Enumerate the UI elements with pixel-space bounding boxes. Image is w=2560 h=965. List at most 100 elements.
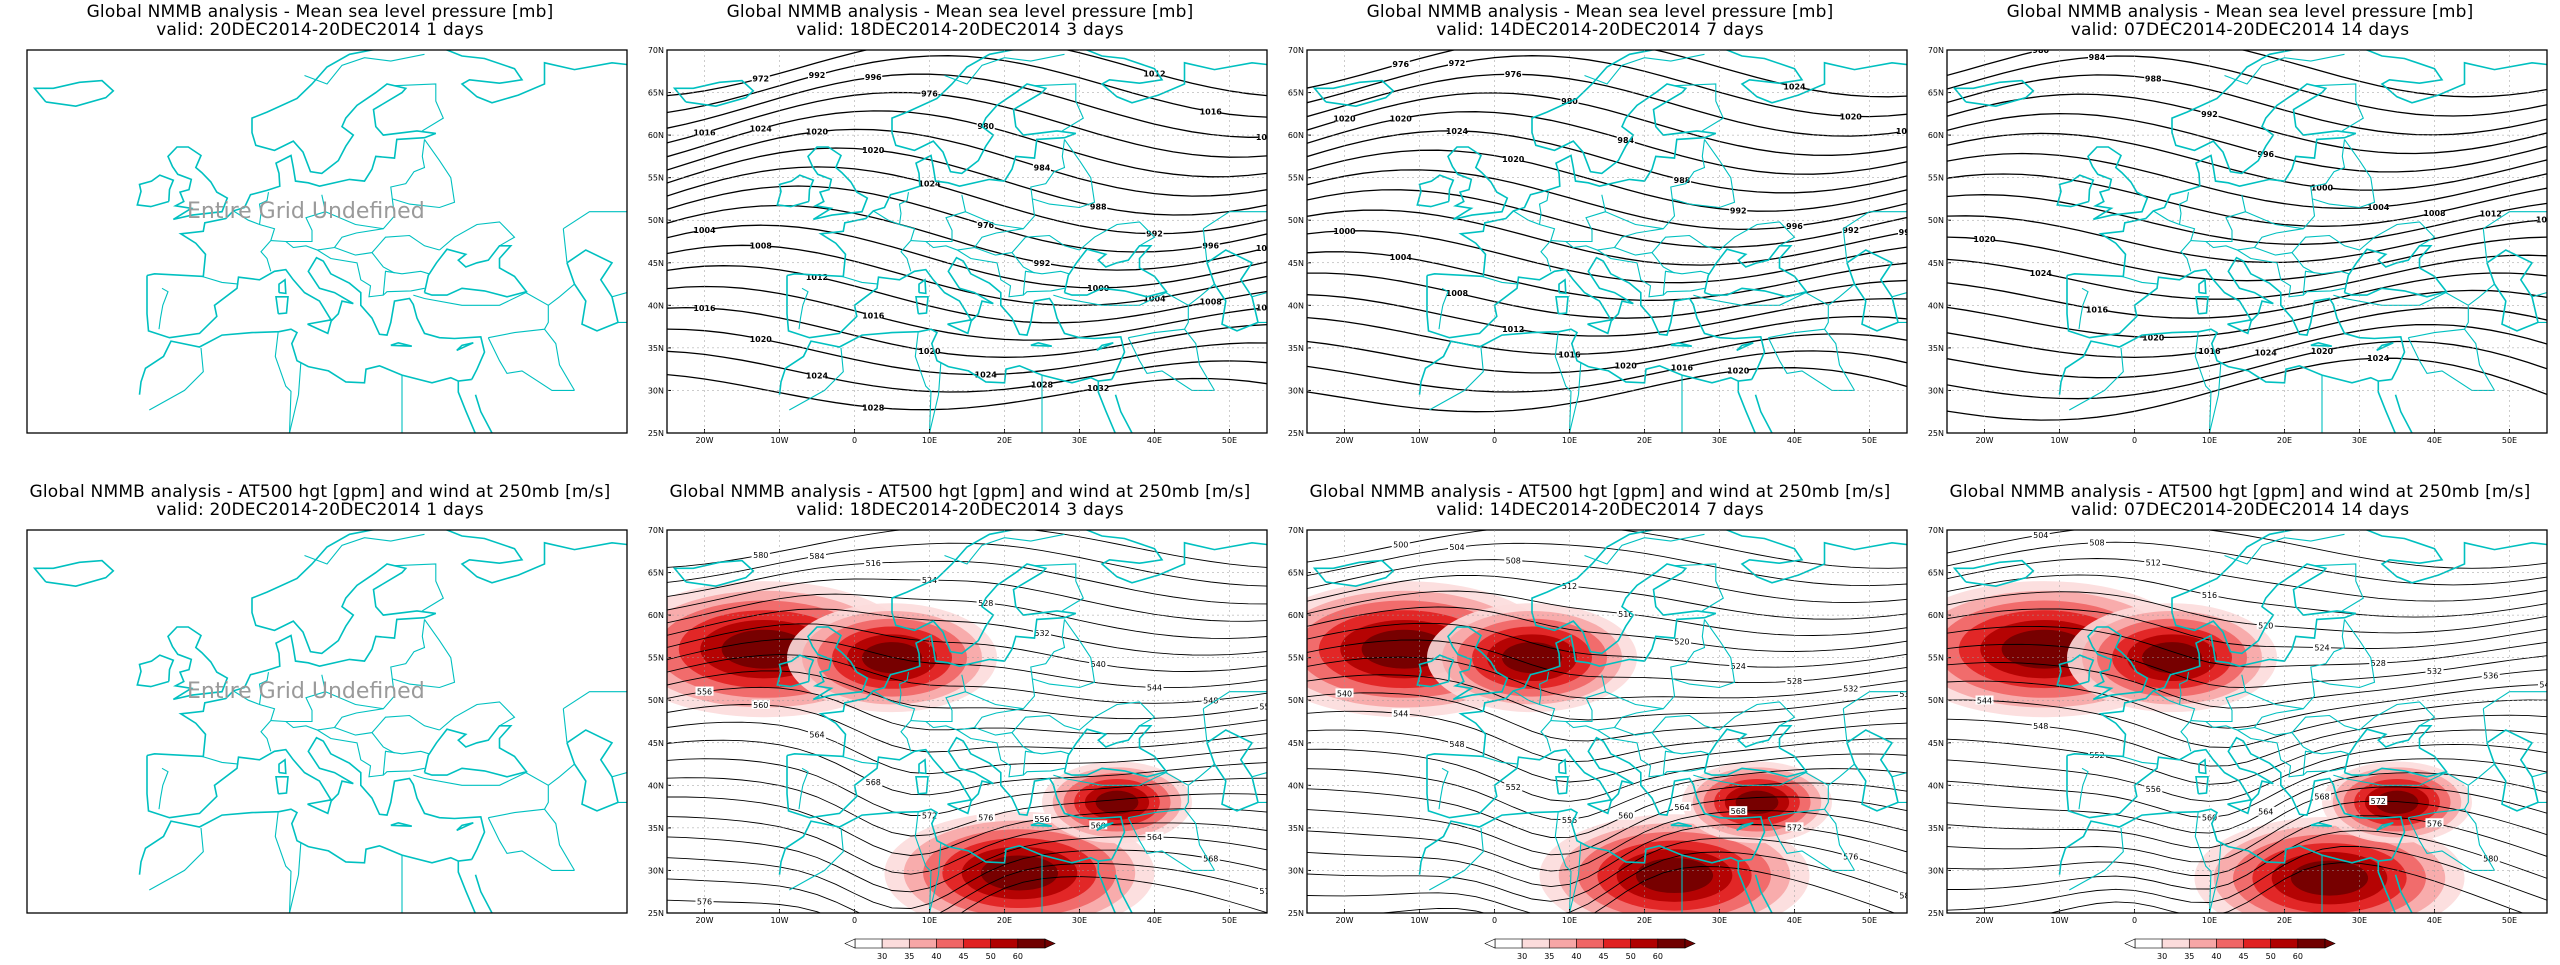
border-line [201, 755, 239, 765]
lat-tick-label: 45N [648, 259, 664, 268]
colorbar-swatch [2297, 938, 2326, 949]
lon-tick-label: 20W [1975, 916, 1993, 925]
border-line [1538, 192, 1550, 225]
colorbar-tick-label: 50 [986, 952, 996, 961]
panel-title: Global NMMB analysis - Mean sea level pr… [1920, 4, 2560, 39]
contour-label: 576 [2427, 819, 2442, 828]
contour-label: 568 [866, 778, 881, 787]
contour-label: 1020 [1256, 133, 1279, 142]
coastline [474, 394, 493, 433]
border-line [1693, 291, 1829, 339]
contour-line [1307, 55, 1907, 118]
border-line [925, 619, 1066, 731]
border-line [841, 275, 879, 285]
border-line [487, 817, 575, 871]
lat-tick-label: 50N [1928, 216, 1944, 225]
border-line [1662, 750, 1710, 776]
border-line [439, 221, 516, 251]
contour-label: 548 [1203, 696, 1218, 705]
border-line [1584, 53, 1705, 85]
contour-label: 564 [809, 730, 824, 739]
border-line [2121, 755, 2159, 765]
contour-line [667, 285, 1267, 341]
contour-label: 1020 [862, 146, 885, 155]
border-line [2153, 690, 2196, 752]
coastline [2066, 736, 2406, 860]
contour-line [667, 876, 1267, 913]
contour-label: 1008 [750, 242, 773, 251]
contour-label: 552 [1506, 783, 1521, 792]
contour-label: 560 [1618, 812, 1633, 821]
border-line [611, 772, 627, 778]
border-line [158, 287, 169, 330]
map-plot: Entire Grid Undefined [26, 49, 628, 434]
contour-line [1307, 768, 1907, 821]
panel-valid-line: valid: 07DEC2014-20DEC2014 14 days [2070, 500, 2410, 520]
border-line [288, 843, 302, 913]
lat-tick-label: 35N [648, 824, 664, 833]
lon-tick-label: 40E [1787, 916, 1802, 925]
coastline [1114, 874, 1133, 913]
contour-line [1947, 574, 2547, 618]
contour-line [1377, 866, 1896, 913]
border-line [304, 533, 425, 565]
contour-line [1947, 758, 2547, 819]
map-panel: Global NMMB analysis - AT500 hgt [gpm] a… [1280, 480, 1920, 961]
coastline [1030, 821, 1052, 827]
lat-tick-label: 65N [1928, 89, 1944, 98]
coastline [1952, 79, 2035, 108]
map-plot: Entire Grid Undefined [26, 529, 628, 914]
colorbar-tick-label: 35 [2184, 952, 2194, 961]
border-line [925, 139, 1066, 251]
border-line [1674, 83, 1724, 132]
contour-label: 524 [2314, 644, 2329, 653]
lat-tick-label: 70N [1288, 526, 1304, 535]
border-line [371, 252, 395, 274]
colorbar-swatch [2216, 938, 2244, 949]
border-line [2237, 729, 2345, 778]
contour-label: 1012 [1143, 69, 1165, 78]
border-line [1827, 763, 1855, 786]
panel-valid-line: valid: 14DEC2014-20DEC2014 7 days [1436, 500, 1764, 520]
border-line [914, 810, 932, 913]
contour-label: 1016 [862, 312, 885, 321]
coastline [2364, 50, 2547, 104]
border-line [413, 291, 549, 339]
border-line [2205, 619, 2346, 731]
border-line [974, 714, 1080, 736]
contour-label: 1020 [1390, 114, 1413, 123]
contour-label: 516 [866, 559, 881, 568]
border-line [1513, 210, 1556, 272]
border-line [2069, 827, 2124, 891]
contour-label: 1020 [1973, 235, 1996, 244]
contour-label: 560 [2202, 814, 2217, 823]
coastline [915, 776, 929, 795]
coastline [672, 559, 755, 588]
border-line [1034, 83, 1084, 132]
contour-line [1307, 810, 1907, 872]
colorbar-swatch [1548, 938, 1577, 949]
border-line [233, 690, 276, 752]
border-line [382, 750, 430, 776]
coastline [2227, 318, 2253, 335]
contour-line [667, 166, 1267, 235]
border-line [2069, 347, 2124, 411]
border-line [898, 672, 910, 705]
colorbar-tick-label: 45 [2238, 952, 2248, 961]
coastline [1558, 758, 1567, 775]
border-line [2194, 330, 2212, 433]
contour-label: 992 [1730, 206, 1747, 215]
coastline [136, 174, 175, 208]
border-line [1843, 211, 1907, 230]
border-line [2302, 750, 2350, 776]
colorbar-tick-label: 40 [2211, 952, 2221, 961]
contour-label: 564 [2258, 808, 2273, 817]
contour-line [1947, 306, 2547, 359]
contour-label: 1008 [1446, 289, 1469, 298]
lon-tick-label: 20W [695, 916, 713, 925]
map-panel: Global NMMB analysis - AT500 hgt [gpm] a… [1920, 480, 2560, 961]
contour-label: 580 [753, 551, 768, 560]
contour-label: 532 [1034, 629, 1049, 638]
contour-line [1307, 656, 1907, 699]
coastline [918, 758, 927, 775]
